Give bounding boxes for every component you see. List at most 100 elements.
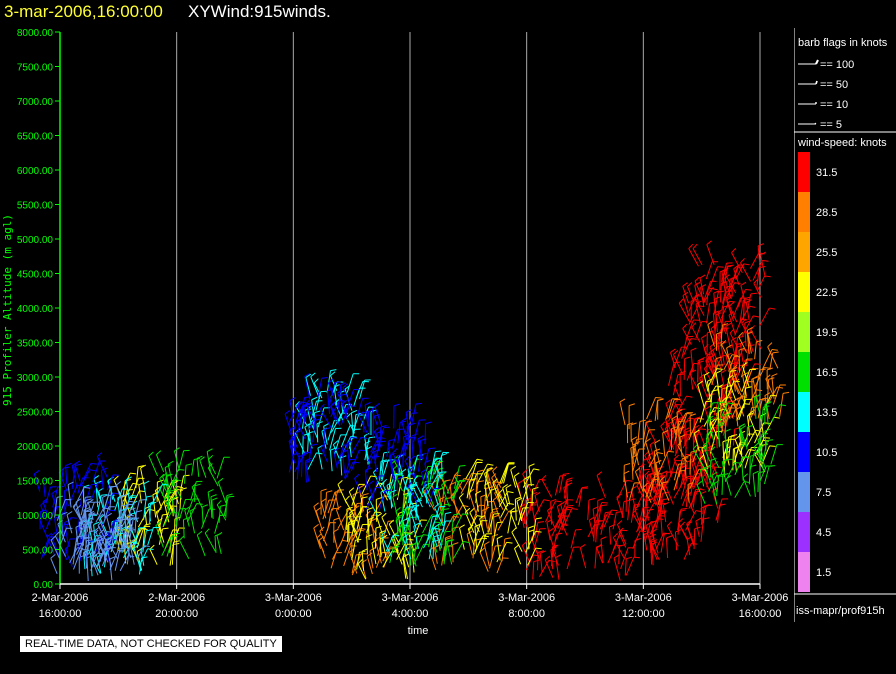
wind-barb-flag	[670, 418, 676, 424]
wind-barb-flag	[770, 394, 777, 397]
wind-barb	[386, 485, 394, 508]
wind-barb-flag	[75, 524, 82, 528]
wind-barb-flag	[771, 373, 778, 377]
wind-barb	[103, 539, 113, 555]
wind-barb	[483, 509, 488, 529]
wind-barb	[433, 472, 442, 496]
wind-barb-flag	[402, 517, 409, 522]
wind-barb-flag	[758, 470, 765, 474]
wind-barb	[459, 527, 465, 550]
wind-barb	[341, 437, 352, 457]
wind-barb-flag	[690, 338, 697, 340]
wind-barb	[716, 475, 720, 496]
wind-barb	[692, 448, 706, 470]
wind-barb-flag	[376, 497, 383, 500]
wind-barb-flag	[333, 528, 339, 533]
wind-barb	[725, 282, 736, 299]
wind-barb	[721, 291, 728, 310]
wind-barb	[392, 524, 403, 542]
wind-barb-flag	[51, 489, 57, 495]
wind-barb	[655, 462, 661, 487]
wind-barb	[714, 328, 723, 344]
x-tick-time: 16:00:00	[739, 608, 782, 620]
wind-barb-flag	[724, 428, 731, 432]
wind-barb-flag	[646, 420, 653, 423]
wind-barb	[361, 551, 365, 571]
wind-barb	[366, 509, 369, 529]
wind-barb	[728, 356, 735, 372]
wind-barb	[691, 461, 699, 484]
wind-barb	[736, 403, 745, 421]
wind-barb	[761, 407, 764, 424]
wind-barb-flag	[157, 479, 164, 483]
wind-barb	[367, 519, 370, 540]
wind-barb	[520, 502, 529, 521]
wind-barb	[484, 469, 488, 489]
wind-barb-flag	[167, 491, 174, 495]
wind-barb	[747, 407, 753, 424]
wind-barb	[201, 508, 210, 529]
wind-barb-flag	[201, 504, 208, 508]
wind-barb-flag	[129, 512, 136, 515]
wind-barb	[532, 561, 535, 580]
wind-barb-flag	[441, 480, 447, 486]
wind-barb-flag	[686, 429, 693, 433]
wind-barb	[372, 475, 380, 498]
wind-barb	[326, 508, 333, 532]
wind-barb-flag	[67, 481, 74, 486]
wind-barb	[596, 505, 602, 530]
wind-barb-flag	[514, 472, 520, 477]
wind-barb-flag	[133, 544, 140, 549]
wind-barb	[472, 540, 476, 559]
wind-barb	[96, 456, 108, 478]
wind-barb-flag	[366, 552, 373, 557]
wind-barb	[483, 544, 490, 567]
wind-barb-flag	[313, 378, 319, 384]
wind-barb-flag	[747, 327, 753, 331]
wind-barb	[559, 474, 564, 493]
wind-barb-flag	[666, 421, 673, 426]
wind-barb	[493, 517, 495, 535]
wind-barb	[317, 407, 325, 428]
wind-barb	[649, 541, 658, 560]
wind-barb-flag	[129, 543, 136, 546]
wind-barb	[694, 298, 705, 316]
wind-barb	[600, 512, 606, 535]
wind-barb-flag	[189, 507, 196, 512]
wind-barb-flag	[741, 396, 748, 398]
wind-barb	[175, 508, 181, 527]
wind-barb-flag	[684, 454, 691, 458]
wind-barb-flag	[381, 530, 387, 536]
wind-barb	[596, 475, 606, 499]
wind-barb	[638, 467, 643, 489]
wind-barb	[359, 380, 366, 400]
wind-barb	[686, 286, 695, 303]
wind-barb	[346, 417, 356, 434]
wind-barb-flag	[642, 482, 648, 488]
wind-barb-flag	[470, 478, 477, 481]
wind-barb	[760, 254, 766, 277]
wind-barb-flag	[375, 486, 382, 489]
wind-barb	[548, 531, 557, 555]
wind-barb-flag	[725, 265, 732, 268]
wind-barb-flag	[445, 537, 452, 540]
wind-barb	[697, 360, 699, 383]
wind-barb-flag	[680, 507, 688, 510]
wind-barb	[330, 406, 337, 422]
wind-barb-flag	[354, 473, 360, 479]
wind-barb	[161, 535, 173, 556]
wind-barb	[725, 449, 730, 466]
wind-barb-flag	[313, 523, 319, 529]
wind-barb-flag	[364, 401, 371, 406]
wind-barb-flag	[92, 513, 99, 516]
wind-barb	[649, 474, 656, 498]
wind-barb-flag	[535, 530, 542, 533]
wind-barb	[311, 399, 315, 421]
wind-barb	[85, 545, 88, 569]
wind-barb-flag	[354, 505, 360, 510]
wind-barb	[695, 304, 701, 324]
wind-barb-flag	[196, 502, 203, 505]
wind-barb	[351, 553, 362, 576]
wind-barb-flag	[437, 474, 444, 477]
wind-barb-flag	[89, 530, 96, 533]
